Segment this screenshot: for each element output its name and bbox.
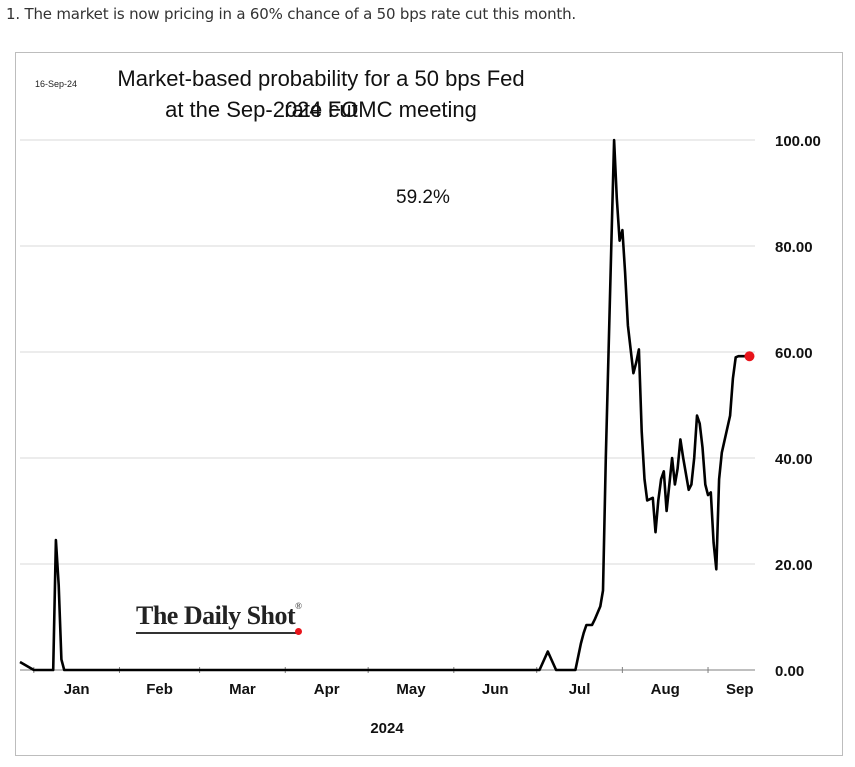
y-tick-label: 80.00 — [775, 239, 813, 256]
latest-point-marker — [744, 351, 755, 362]
x-tick-label: Sep — [726, 681, 754, 698]
x-tick-label: Jul — [569, 681, 591, 698]
x-tick-label: Aug — [651, 681, 680, 698]
x-tick-label: Jun — [482, 681, 509, 698]
date-stamp: 16-Sep-24 — [35, 79, 78, 89]
y-tick-label: 60.00 — [775, 345, 813, 362]
logo-underline — [136, 632, 298, 634]
y-tick-label: 40.00 — [775, 451, 813, 468]
logo-dot-icon — [294, 628, 302, 635]
chart-title-line-1: Market-based probability for a 50 bps Fe… — [117, 66, 525, 122]
y-tick-label: 0.00 — [775, 663, 804, 680]
daily-shot-logo: The Daily Shot® — [136, 601, 302, 635]
chart-title-line-2: at the Sep-2024 FOMC meeting — [165, 97, 477, 122]
x-tick-label: Jan — [64, 681, 90, 698]
y-tick-label: 100.00 — [775, 133, 821, 150]
y-tick-label: 20.00 — [775, 557, 813, 574]
article-caption: 1. The market is now pricing in a 60% ch… — [6, 5, 576, 23]
x-tick-label: Feb — [146, 681, 173, 698]
chart-frame: 16-Sep-24 Market-based probability for a… — [15, 52, 843, 756]
x-axis-label: 2024 — [370, 720, 404, 737]
x-tick-label: Mar — [229, 681, 256, 698]
x-tick-label: Apr — [314, 681, 340, 698]
logo-text: The Daily Shot — [136, 601, 296, 630]
x-tick-label: May — [396, 681, 426, 698]
registered-mark-icon: ® — [295, 601, 302, 611]
latest-value-annotation: 59.2% — [396, 187, 450, 208]
series-line — [19, 138, 750, 672]
